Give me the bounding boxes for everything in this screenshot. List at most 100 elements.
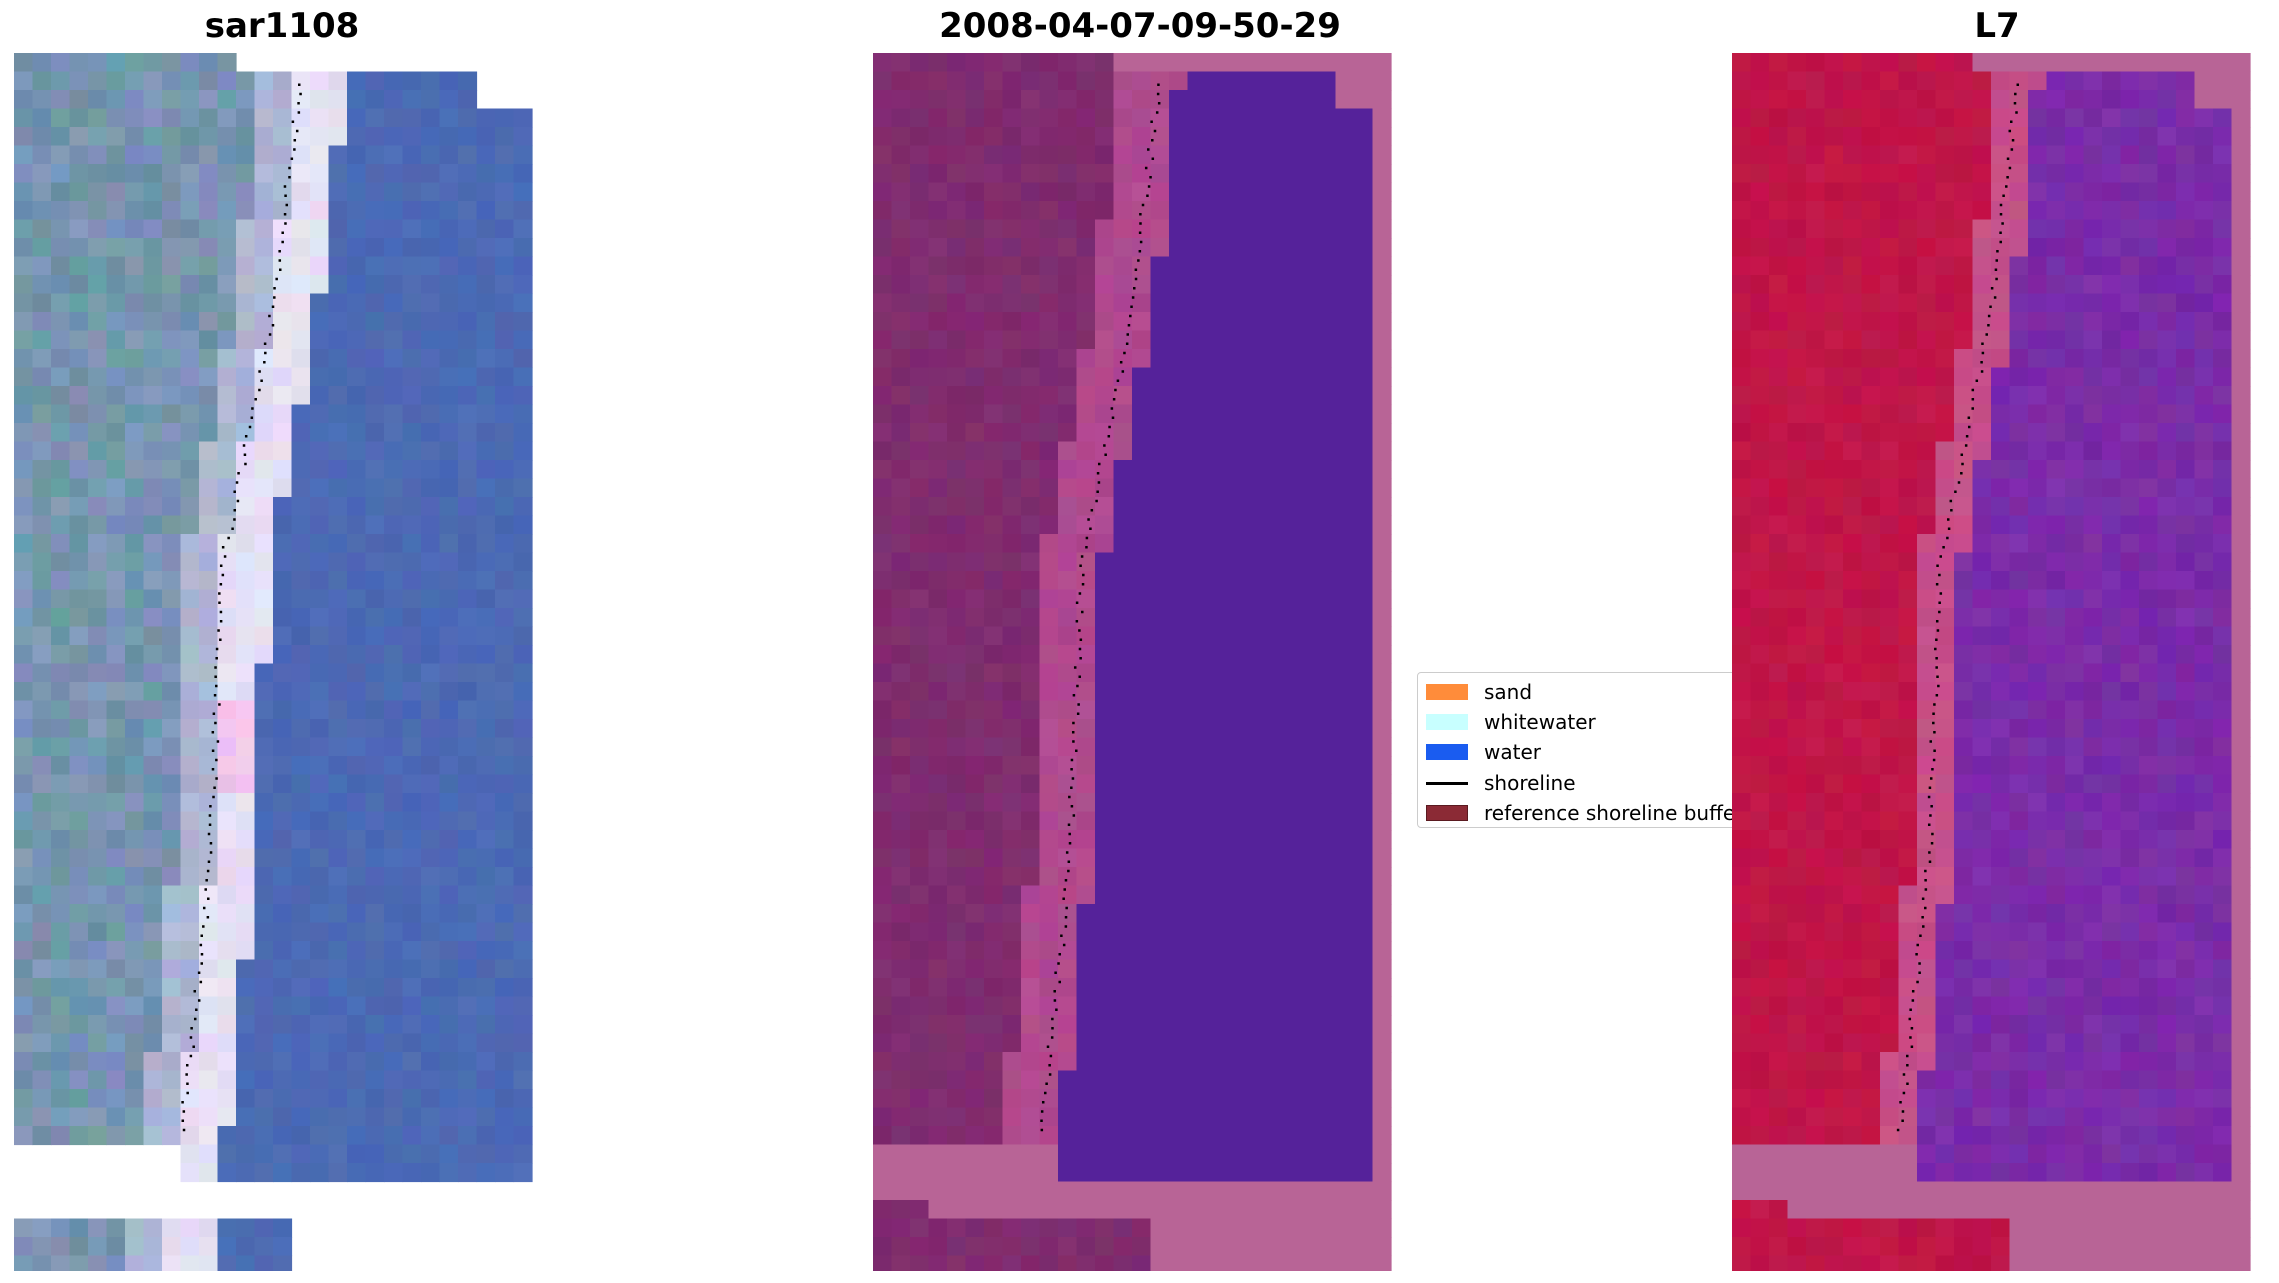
sar-pixel: [236, 182, 256, 202]
classified-pixel: [1002, 552, 1022, 572]
l7-pixel: [2194, 719, 2214, 739]
classified-pixel: [1243, 478, 1263, 498]
l7-pixel: [1843, 201, 1863, 221]
classified-pixel: [1335, 663, 1355, 683]
sar-pixel: [217, 904, 237, 924]
classified-pixel: [1002, 1015, 1022, 1035]
sar-pixel: [32, 793, 52, 813]
classified-pixel: [1354, 127, 1374, 147]
sar-pixel: [310, 293, 330, 313]
classified-pixel: [1132, 534, 1152, 554]
l7-pixel: [1824, 534, 1844, 554]
l7-pixel: [1806, 404, 1826, 424]
classified-pixel: [1095, 996, 1115, 1016]
sar-pixel: [51, 867, 71, 887]
classified-pixel: [1335, 145, 1355, 165]
classified-pixel: [1372, 885, 1392, 905]
classified-pixel: [1095, 1218, 1115, 1238]
sar-pixel: [88, 978, 108, 998]
sar-pixel: [88, 700, 108, 720]
l7-pixel: [2213, 700, 2233, 720]
classified-pixel: [1002, 793, 1022, 813]
classified-pixel: [1132, 1015, 1152, 1035]
sar-pixel: [513, 922, 533, 942]
sar-pixel: [291, 1126, 311, 1146]
sar-pixel: [347, 904, 367, 924]
classified-pixel: [947, 238, 967, 258]
sar-pixel: [125, 330, 145, 350]
sar-pixel: [217, 293, 237, 313]
sar-pixel: [162, 922, 182, 942]
sar-pixel: [458, 330, 478, 350]
classified-pixel: [1021, 1107, 1041, 1127]
l7-pixel: [2046, 164, 2066, 184]
shoreline-point: [1060, 934, 1063, 937]
classified-pixel: [1113, 349, 1133, 369]
sar-pixel: [32, 867, 52, 887]
sar-pixel: [347, 1144, 367, 1164]
l7-pixel: [2213, 275, 2233, 295]
classified-pixel: [1021, 1255, 1041, 1271]
sar-pixel: [328, 756, 348, 776]
classified-pixel: [1058, 1089, 1078, 1109]
classified-pixel: [1224, 700, 1244, 720]
classified-pixel: [1002, 719, 1022, 739]
sar-pixel: [310, 571, 330, 591]
l7-pixel: [2083, 441, 2103, 461]
classified-pixel: [1169, 478, 1189, 498]
classified-pixel: [1224, 1181, 1244, 1201]
sar-pixel: [69, 1126, 89, 1146]
sar-pixel: [439, 737, 459, 757]
sar-pixel: [310, 941, 330, 961]
l7-pixel: [2176, 367, 2196, 387]
l7-pixel: [2231, 330, 2251, 350]
sar-pixel: [402, 256, 422, 276]
classified-pixel: [873, 386, 893, 406]
classified-pixel: [928, 571, 948, 591]
sar-pixel: [513, 645, 533, 665]
sar-pixel: [439, 367, 459, 387]
l7-pixel: [2213, 219, 2233, 239]
classified-pixel: [1206, 367, 1226, 387]
shoreline-point: [1054, 971, 1057, 974]
l7-pixel: [1861, 460, 1881, 480]
classified-pixel: [1058, 127, 1078, 147]
sar-pixel: [162, 497, 182, 517]
classified-pixel: [1280, 663, 1300, 683]
sar-pixel: [32, 1015, 52, 1035]
l7-pixel: [1843, 127, 1863, 147]
sar-pixel: [310, 737, 330, 757]
l7-pixel: [2102, 793, 2122, 813]
classified-pixel: [947, 534, 967, 554]
sar-pixel: [402, 1015, 422, 1035]
classified-pixel: [1058, 293, 1078, 313]
classified-pixel: [984, 127, 1004, 147]
sar-pixel: [421, 182, 441, 202]
sar-pixel: [458, 515, 478, 535]
sar-pixel: [236, 682, 256, 702]
sar-pixel: [476, 700, 496, 720]
l7-pixel: [2231, 571, 2251, 591]
l7-pixel: [2083, 460, 2103, 480]
classified-pixel: [1058, 700, 1078, 720]
classified-pixel: [1224, 1163, 1244, 1183]
classified-pixel: [1224, 145, 1244, 165]
sar-pixel: [236, 645, 256, 665]
classified-pixel: [1187, 182, 1207, 202]
classified-pixel: [1002, 219, 1022, 239]
l7-pixel: [2139, 774, 2159, 794]
classified-pixel: [1335, 293, 1355, 313]
classified-pixel: [1354, 1015, 1374, 1035]
sar-pixel: [384, 978, 404, 998]
sar-pixel: [384, 404, 404, 424]
classified-pixel: [891, 867, 911, 887]
sar-pixel: [402, 441, 422, 461]
l7-pixel: [1769, 719, 1789, 739]
classified-pixel: [1187, 719, 1207, 739]
shoreline-point: [1072, 740, 1075, 743]
l7-pixel: [2157, 367, 2177, 387]
l7-pixel: [2139, 719, 2159, 739]
sar-pixel: [199, 830, 219, 850]
classified-pixel: [1243, 1200, 1263, 1220]
classified-pixel: [1372, 737, 1392, 757]
